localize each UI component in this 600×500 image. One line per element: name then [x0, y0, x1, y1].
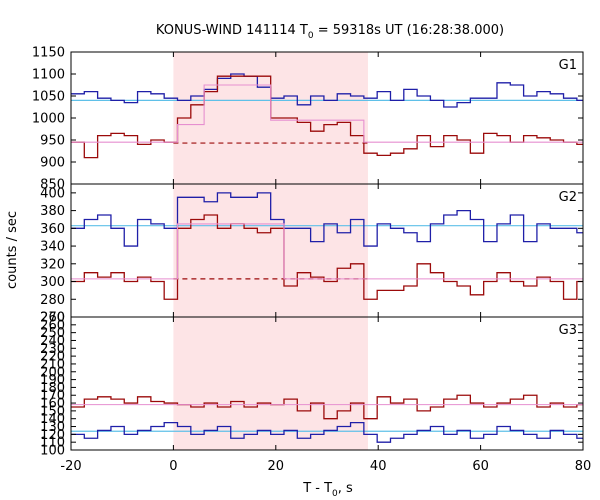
panel-G1-y-tick-label: 1050	[32, 90, 65, 105]
panel-G3-y-tick-label: 150	[40, 404, 65, 419]
panel-G1-y-tick-label: 950	[40, 134, 65, 149]
panel-G3-y-tick-label: 160	[40, 397, 65, 412]
panel-G1-y-tick-label: 1100	[32, 68, 65, 83]
panel-G3-series-blue	[71, 421, 583, 443]
panel-G2-y-tick-label: 400	[40, 186, 65, 201]
x-tick-label: 0	[169, 459, 177, 474]
panel-G3-y-tick-label: 210	[40, 357, 65, 372]
panel-G2-y-tick-label: 380	[40, 204, 65, 219]
x-tick-label: 80	[575, 459, 592, 474]
series-layer	[71, 73, 583, 443]
x-axis-label: T - T0, s	[302, 481, 353, 499]
panel-label-G2: G2	[559, 190, 577, 205]
x-axis-label-rest: , s	[338, 481, 353, 496]
x-tick-label: 40	[370, 459, 387, 474]
panel-G3-y-tick-label: 220	[40, 350, 65, 365]
panel-G2-y-tick-label: 320	[40, 257, 65, 272]
panel-G3-y-tick-label: 120	[40, 428, 65, 443]
panel-G3-y-tick-label: 250	[40, 326, 65, 341]
panel-G1-y-tick-label: 1150	[32, 46, 65, 61]
panel-G3-y-tick-label: 140	[40, 412, 65, 427]
panel-G3-y-tick-label: 240	[40, 334, 65, 349]
panel-G3-y-tick-label: 270	[40, 311, 65, 326]
x-tick-label: 60	[472, 459, 489, 474]
chart-title-rest: = 59318s UT (16:28:38.000)	[314, 23, 504, 38]
x-tick-label: -20	[60, 459, 81, 474]
panel-label-G1: G1	[559, 58, 577, 73]
panel-G2-series-red	[71, 214, 583, 300]
panel-G2-y-tick-label: 280	[40, 293, 65, 308]
panel-G3-series	[71, 394, 583, 443]
panel-G1-series-red	[71, 75, 583, 159]
panel-G2-y-tick-label: 300	[40, 275, 65, 290]
panel-G3-y-tick-label: 130	[40, 420, 65, 435]
panel-G2-series-blue	[71, 192, 583, 247]
panel-G3-y-tick-label: 200	[40, 365, 65, 380]
y-axis-label: counts / sec	[5, 211, 20, 289]
chart-title: KONUS-WIND 141114 T0 = 59318s UT (16:28:…	[156, 23, 504, 41]
panel-G2-y-tick-label: 360	[40, 222, 65, 237]
panel-G1-y-tick-label: 900	[40, 156, 65, 171]
panel-G2-series	[71, 192, 583, 300]
panel-label-G3: G3	[559, 323, 577, 338]
panel-G3-y-tick-label: 260	[40, 318, 65, 333]
chart-title-subscript: 0	[308, 31, 314, 41]
tick-layer: 8509009501000105011001150G12602803003203…	[32, 46, 591, 475]
panel-G3-y-tick-label: 100	[40, 444, 65, 459]
x-axis-label-subscript: 0	[332, 489, 338, 499]
panel-G3-y-tick-label: 110	[40, 436, 65, 451]
panel-G1-series-blue	[71, 73, 583, 108]
panel-G1-y-tick-label: 850	[40, 178, 65, 193]
panel-G2-y-tick-label: 260	[40, 311, 65, 326]
x-tick-label: 20	[268, 459, 285, 474]
panel-G3-frame	[70, 316, 584, 451]
panel-G1-series	[71, 73, 583, 159]
panel-G2-y-tick-label: 340	[40, 240, 65, 255]
panel-G3-y-tick-label: 230	[40, 342, 65, 357]
panel-G1-y-tick-label: 1000	[32, 112, 65, 127]
panel-G3-y-tick-label: 190	[40, 373, 65, 388]
panel-G3-series-red	[71, 394, 583, 420]
panel-G3-y-tick-label: 180	[40, 381, 65, 396]
panel-G3-y-tick-label: 170	[40, 389, 65, 404]
panel-G2-series-pink	[71, 223, 583, 280]
panel-G1-series-pink	[71, 84, 583, 143]
